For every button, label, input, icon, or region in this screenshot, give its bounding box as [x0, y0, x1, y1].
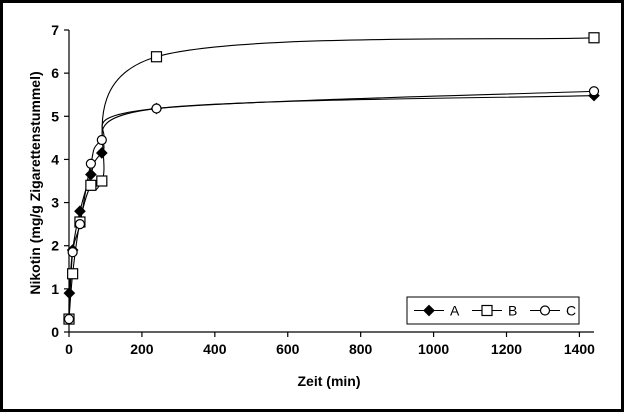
data-point-A	[63, 287, 76, 300]
x-tick-label: 800	[349, 341, 373, 357]
legend-label-A: A	[450, 303, 460, 319]
y-tick-label: 3	[51, 195, 59, 211]
data-point-C	[151, 103, 162, 114]
series-markers-C	[63, 86, 600, 325]
y-tick-label: 1	[51, 281, 59, 297]
x-tick-label: 1000	[418, 341, 449, 357]
y-tick-label: 6	[51, 65, 59, 81]
data-point-B	[96, 175, 108, 187]
data-point-B	[588, 32, 600, 44]
y-tick-label: 5	[51, 108, 59, 124]
x-tick-label: 200	[130, 341, 154, 357]
x-tick-label: 1200	[491, 341, 522, 357]
legend-label-C: C	[566, 303, 576, 319]
axes: 0 1 2 3 4 5 6 7 0 200 400 600 800 1000 1200 1400	[51, 22, 595, 357]
legend-marker-B	[481, 304, 493, 317]
legend-label-B: B	[508, 303, 517, 319]
data-point-C	[63, 313, 75, 325]
x-tick-label: 600	[276, 341, 300, 357]
y-tick-label: 7	[51, 22, 59, 38]
y-tick-label: 0	[51, 324, 59, 340]
data-point-C	[96, 134, 107, 146]
y-tick-label: 4	[51, 151, 59, 167]
x-axis-title: Zeit (min)	[298, 373, 361, 389]
data-point-B	[150, 51, 163, 63]
y-axis-title: Nikotin (mg/g Zigarettenstummel)	[27, 71, 43, 294]
data-point-B	[67, 268, 79, 280]
y-tick-label: 2	[51, 238, 59, 254]
legend-marker-A	[423, 304, 435, 317]
x-tick-label: 0	[65, 341, 73, 357]
data-point-A	[85, 168, 97, 181]
legend-marker-C	[539, 305, 551, 316]
x-tick-label: 1400	[564, 341, 595, 357]
data-point-C	[588, 86, 600, 97]
data-point-C	[67, 247, 78, 258]
data-point-C	[85, 158, 96, 169]
data-point-B	[85, 179, 97, 191]
data-point-C	[74, 219, 86, 230]
data-point-A	[74, 205, 86, 218]
data-point-A	[95, 147, 108, 159]
x-tick-label: 400	[203, 341, 227, 357]
series-markers	[63, 32, 600, 325]
legend: A B C	[406, 296, 580, 325]
